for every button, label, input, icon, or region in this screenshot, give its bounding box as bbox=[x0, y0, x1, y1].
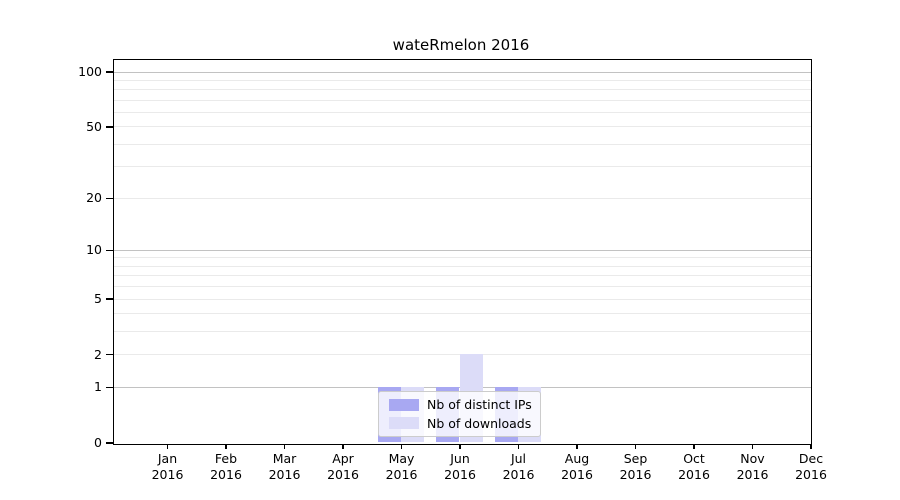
y-tick-mark bbox=[106, 298, 113, 300]
x-tick-label: Nov 2016 bbox=[736, 451, 769, 482]
y-tick-mark bbox=[106, 249, 113, 251]
x-tick-mark bbox=[225, 444, 227, 449]
y-tick-label: 100 bbox=[78, 64, 102, 79]
gridline-minor bbox=[113, 166, 811, 168]
y-tick-label: 2 bbox=[94, 346, 102, 362]
x-tick-mark bbox=[517, 444, 520, 449]
x-tick-label: Dec 2016 bbox=[795, 451, 827, 482]
y-tick-label: 0 bbox=[94, 435, 102, 450]
legend-swatch-distinct-ips bbox=[389, 398, 419, 412]
y-tick-mark bbox=[106, 71, 113, 73]
gridline-minor bbox=[113, 79, 811, 81]
legend-swatch-downloads bbox=[389, 416, 419, 430]
y-tick-mark bbox=[106, 126, 113, 128]
legend-item-distinct-ips: Nb of distinct IPs bbox=[389, 397, 532, 412]
gridline-minor bbox=[113, 99, 811, 101]
x-tick-mark bbox=[342, 444, 344, 449]
gridline-major bbox=[113, 249, 811, 251]
y-tick-mark bbox=[106, 386, 113, 388]
gridline-minor bbox=[113, 144, 811, 145]
x-tick-label: Aug 2016 bbox=[561, 451, 593, 482]
y-tick-mark bbox=[106, 442, 113, 444]
gridline-minor bbox=[113, 112, 811, 113]
gridline-major bbox=[113, 71, 811, 73]
gridline-minor bbox=[113, 197, 811, 199]
gridline-minor bbox=[113, 275, 811, 277]
y-tick-label: 50 bbox=[86, 118, 102, 134]
x-tick-label: Jan 2016 bbox=[151, 451, 184, 482]
y-tick-label: 5 bbox=[94, 291, 102, 306]
x-tick-mark bbox=[166, 444, 169, 449]
x-tick-mark bbox=[751, 444, 754, 449]
gridline-minor bbox=[113, 265, 811, 267]
legend-item-downloads: Nb of downloads bbox=[389, 416, 532, 431]
gridline-minor bbox=[113, 126, 811, 128]
chart-title: wateRmelon 2016 bbox=[392, 36, 530, 54]
plot-inner bbox=[113, 60, 811, 444]
gridline-minor bbox=[113, 298, 811, 300]
x-tick-label: Oct 2016 bbox=[678, 451, 710, 482]
x-tick-label: Jul 2016 bbox=[502, 451, 535, 482]
gridline-minor bbox=[113, 257, 811, 259]
y-tick-label: 10 bbox=[86, 242, 102, 258]
legend-label-distinct-ips: Nb of distinct IPs bbox=[427, 397, 532, 413]
x-tick-label: Apr 2016 bbox=[327, 451, 359, 482]
y-tick-mark bbox=[106, 197, 113, 199]
x-tick-mark bbox=[459, 444, 461, 449]
gridline-minor bbox=[113, 286, 811, 288]
y-tick-mark bbox=[106, 353, 113, 356]
x-tick-mark bbox=[810, 444, 812, 449]
gridline-minor bbox=[113, 89, 811, 91]
gridline-minor bbox=[113, 313, 811, 315]
x-tick-label: Jun 2016 bbox=[444, 451, 476, 482]
legend: Nb of distinct IPs Nb of downloads bbox=[378, 391, 541, 437]
x-tick-label: Sep 2016 bbox=[619, 451, 652, 482]
x-tick-label: Mar 2016 bbox=[268, 451, 301, 482]
x-tick-mark bbox=[576, 444, 578, 449]
x-tick-mark bbox=[283, 444, 286, 449]
x-tick-mark bbox=[634, 444, 637, 449]
plot-area bbox=[112, 58, 812, 445]
x-tick-label: Feb 2016 bbox=[210, 451, 242, 482]
x-tick-mark bbox=[400, 444, 403, 449]
gridline-minor bbox=[113, 331, 811, 333]
y-tick-label: 1 bbox=[94, 379, 102, 395]
x-tick-label: May 2016 bbox=[385, 451, 418, 482]
y-tick-label: 20 bbox=[86, 190, 102, 206]
x-tick-mark bbox=[693, 444, 695, 449]
legend-label-downloads: Nb of downloads bbox=[427, 415, 532, 431]
